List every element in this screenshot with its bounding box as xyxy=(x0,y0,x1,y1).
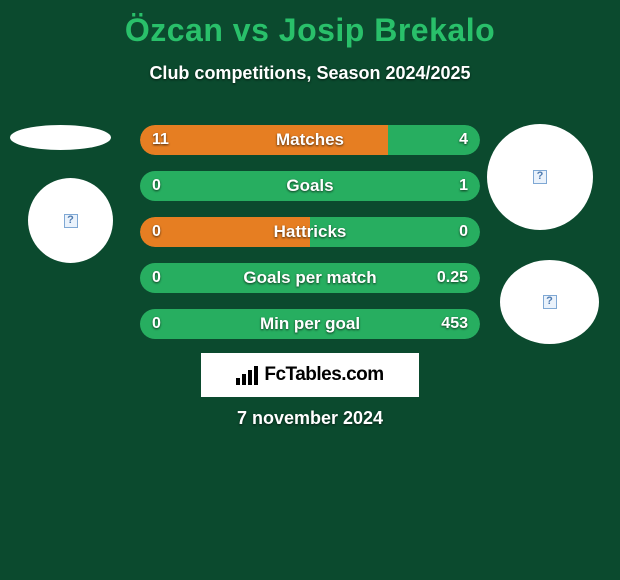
stat-bar-row: Hattricks0 0 xyxy=(140,217,480,247)
logo-bars-icon xyxy=(236,365,258,385)
decor-ellipse xyxy=(10,125,111,150)
stat-bar-left-value: 0 xyxy=(152,263,161,293)
stat-bar-row: Min per goal0 453 xyxy=(140,309,480,339)
stat-bar-label: Matches xyxy=(140,125,480,155)
stats-bars: Matches114Goals01Hattricks00Goals per ma… xyxy=(140,125,480,355)
player-avatar-right-bottom xyxy=(500,260,599,344)
page-title: Özcan vs Josip Brekalo xyxy=(0,0,620,49)
player-avatar-left xyxy=(28,178,113,263)
stat-bar-right-value: 0 xyxy=(459,217,468,247)
stat-bar-label: Goals xyxy=(140,171,480,201)
stat-bar-row: Goals per match0 0.25 xyxy=(140,263,480,293)
comparison-infographic: Özcan vs Josip Brekalo Club competitions… xyxy=(0,0,620,580)
stat-bar-label: Goals per match xyxy=(140,263,480,293)
stat-bar-right-value: 453 xyxy=(441,309,468,339)
stat-bar-right-value: 0.25 xyxy=(437,263,468,293)
player-avatar-right-top xyxy=(487,124,593,230)
stat-bar-right-value: 4 xyxy=(459,125,468,155)
date-line: 7 november 2024 xyxy=(0,408,620,429)
stat-bar-label: Hattricks xyxy=(140,217,480,247)
stat-bar-right-value: 1 xyxy=(459,171,468,201)
stat-bar-left-value: 0 xyxy=(152,217,161,247)
placeholder-image-icon xyxy=(543,295,557,309)
subtitle: Club competitions, Season 2024/2025 xyxy=(0,63,620,84)
fctables-logo: FcTables.com xyxy=(201,353,419,397)
placeholder-image-icon xyxy=(533,170,547,184)
stat-bar-row: Goals0 1 xyxy=(140,171,480,201)
stat-bar-left-value: 0 xyxy=(152,309,161,339)
stat-bar-label: Min per goal xyxy=(140,309,480,339)
stat-bar-row: Matches11 4 xyxy=(140,125,480,155)
logo-text: FcTables.com xyxy=(264,364,383,386)
stat-bar-left-value: 0 xyxy=(152,171,161,201)
stat-bar-left-value: 11 xyxy=(152,125,169,155)
placeholder-image-icon xyxy=(64,214,78,228)
